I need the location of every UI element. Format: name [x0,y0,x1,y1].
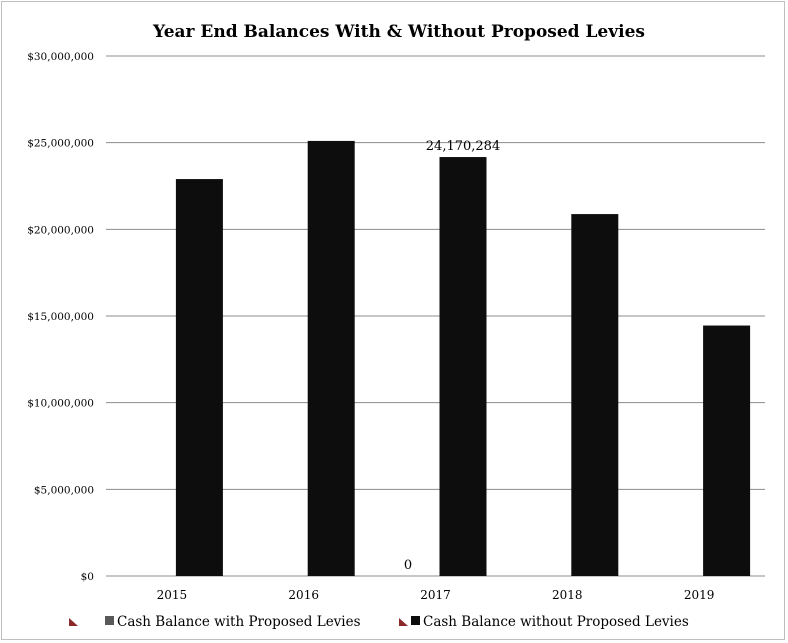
x-tick-label: 2016 [288,588,319,602]
bar-without-levies-2019 [703,325,751,576]
x-axis-ticks: 2015 2016 2017 2018 2019 [157,588,715,602]
data-label: 24,170,284 [426,139,500,154]
data-label: 0 [404,558,412,573]
x-tick-label: 2018 [552,588,583,602]
legend-swatch [105,616,114,625]
y-axis-ticks: $0 $5,000,000 $10,000,000 $15,000,000 $20,00… [27,51,94,583]
y-tick-label: $25,000,000 [27,138,94,150]
y-tick-label: $30,000,000 [27,51,94,63]
legend: Cash Balance with Proposed Levies Cash Ba… [69,614,689,630]
data-labels: 0 24,170,284 [404,139,500,573]
legend-marker-icon [69,618,78,626]
bar-without-levies-2016 [307,140,355,576]
chart-title: Year End Balances With & Without Propose… [152,22,645,42]
bar-without-levies-2017 [439,157,487,577]
y-tick-label: $15,000,000 [27,311,94,323]
bar-without-levies-2018 [571,214,619,576]
x-tick-label: 2015 [157,588,188,602]
bar-without-levies-2015 [175,179,223,577]
legend-label: Cash Balance with Proposed Levies [117,614,361,630]
legend-swatch [411,616,420,625]
legend-item-without-levies: Cash Balance without Proposed Levies [399,614,689,630]
x-tick-label: 2019 [684,588,715,602]
legend-label: Cash Balance without Proposed Levies [423,614,689,630]
legend-item-with-levies: Cash Balance with Proposed Levies [69,614,361,630]
y-tick-label: $0 [81,571,94,583]
y-tick-label: $20,000,000 [27,224,94,236]
y-tick-label: $5,000,000 [34,484,94,496]
legend-marker-icon [399,618,408,626]
x-tick-label: 2017 [420,588,451,602]
y-tick-label: $10,000,000 [27,398,94,410]
bars [175,140,751,577]
